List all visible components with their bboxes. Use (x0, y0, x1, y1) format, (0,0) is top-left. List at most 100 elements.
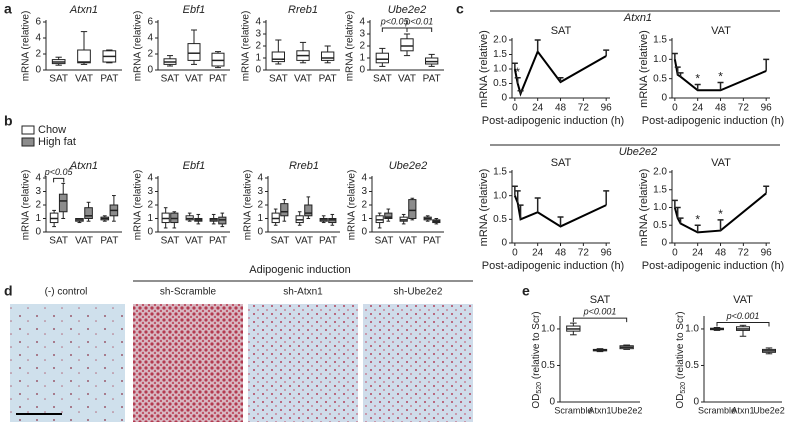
y-tick-label: 4 (147, 33, 153, 44)
image-label: (-) control (45, 287, 88, 298)
y-axis-label: OD520 (relative to Scr) (531, 311, 543, 408)
legend-label: High fat (38, 136, 76, 148)
y-tick-label: 0 (361, 227, 367, 238)
y-tick-label: 3 (257, 186, 263, 197)
y-tick-label: 0 (501, 93, 507, 104)
y-tick-label: 3 (361, 186, 367, 197)
x-axis-label: Post-adipogenic induction (h) (642, 115, 784, 127)
comparison-bracket (406, 27, 433, 32)
axis (371, 176, 444, 233)
y-tick-label: 1 (255, 53, 261, 64)
error-bar (763, 185, 770, 194)
y-axis-label-part: (relative to Scr) (675, 311, 686, 382)
y-tick-label: 3 (255, 29, 261, 40)
x-tick-label: VAT (398, 74, 416, 85)
y-tick-label: 1.0 (653, 54, 667, 65)
group-title: Ube2e2 (619, 146, 658, 158)
y-tick-label: 3 (35, 186, 41, 197)
y-tick-label: 1.0 (541, 324, 555, 335)
legend-swatch (21, 137, 35, 147)
chart-title: Ube2e2 (388, 4, 427, 16)
chart-title: SAT (590, 294, 611, 306)
chart-title: VAT (733, 294, 753, 306)
y-tick-label: 2.0 (493, 35, 507, 46)
y-tick-label: 2 (359, 41, 365, 52)
x-tick-label: 72 (738, 103, 750, 114)
image-label: sh-Ube2e2 (394, 287, 443, 298)
error-bar (677, 217, 684, 224)
error-bar (763, 58, 770, 71)
x-tick-label: 24 (532, 103, 544, 114)
x-tick-label: Scramble (698, 405, 736, 415)
y-axis-label-part: 520 (680, 382, 687, 394)
x-tick-label: PAT (423, 236, 441, 247)
x-axis-label: Post-adipogenic induction (h) (482, 260, 624, 272)
panel-label: b (4, 113, 13, 129)
chart-title: Ube2e2 (389, 160, 428, 172)
comparison-label: p<0.05 (380, 16, 410, 26)
error-bar (534, 39, 541, 52)
box (400, 38, 414, 52)
chart-title: Atxn1 (69, 160, 98, 172)
x-tick-label: 48 (715, 103, 727, 114)
y-tick-label: 0 (147, 65, 153, 76)
axis (45, 176, 122, 233)
image-label: sh-Atxn1 (283, 287, 323, 298)
x-tick-label: 72 (578, 248, 590, 259)
micrograph (10, 304, 125, 422)
x-tick-label: VAT (294, 74, 312, 85)
image-header: Adipogenic induction (249, 264, 351, 276)
y-tick-label: 0 (255, 65, 261, 76)
x-tick-label: 0 (512, 248, 518, 259)
x-tick-label: VAT (75, 74, 93, 85)
y-tick-label: 4 (147, 173, 153, 184)
error-bar (603, 190, 610, 206)
comparison-label: p<0.05 (44, 167, 74, 177)
error-bar (514, 76, 521, 84)
error-bar (694, 224, 701, 233)
y-axis-label: mRNA (relative) (478, 30, 490, 108)
y-tick-label: 1.5 (653, 35, 667, 46)
y-tick-label: 0 (501, 238, 507, 249)
comparison-label: p<0.001 (726, 311, 760, 321)
box (271, 51, 285, 63)
x-tick-label: VAT (185, 236, 203, 247)
x-tick-label: SAT (49, 236, 68, 247)
chart-title: SAT (551, 157, 572, 169)
y-tick-label: 4 (255, 17, 261, 28)
comparison-bracket (381, 27, 408, 32)
y-axis-label-part: OD (531, 394, 542, 409)
x-tick-label: SAT (373, 74, 392, 85)
box (84, 207, 93, 219)
error-bar (677, 72, 684, 77)
x-tick-label: PAT (100, 236, 118, 247)
x-tick-label: SAT (269, 74, 288, 85)
axis (511, 170, 610, 244)
error-bar (557, 216, 564, 227)
x-tick-label: SAT (375, 236, 394, 247)
y-tick-label: 1 (35, 213, 41, 224)
x-tick-label: 96 (761, 103, 773, 114)
legend-swatch (21, 125, 35, 135)
x-tick-label: PAT (319, 236, 337, 247)
error-bar (694, 83, 701, 91)
x-tick-label: 24 (692, 248, 704, 259)
x-tick-label: VAT (295, 236, 313, 247)
box (384, 212, 393, 220)
x-tick-label: 24 (532, 248, 544, 259)
error-bar (511, 62, 518, 69)
y-axis-label: OD520 (relative to Scr) (675, 311, 687, 408)
x-tick-label: SAT (161, 74, 180, 85)
data-line (513, 49, 607, 97)
box (408, 199, 417, 220)
chart-title: Rreb1 (288, 4, 318, 16)
x-tick-label: VAT (185, 74, 203, 85)
y-tick-label: 0.5 (541, 360, 555, 371)
box (304, 204, 313, 217)
y-tick-label: 0.5 (493, 78, 507, 89)
y-tick-label: 2 (257, 200, 263, 211)
y-tick-label: 0 (661, 238, 667, 249)
x-tick-label: Ube2e2 (753, 405, 785, 415)
y-tick-label: 0.5 (685, 360, 699, 371)
y-axis-label: mRNA (relative) (21, 170, 32, 241)
